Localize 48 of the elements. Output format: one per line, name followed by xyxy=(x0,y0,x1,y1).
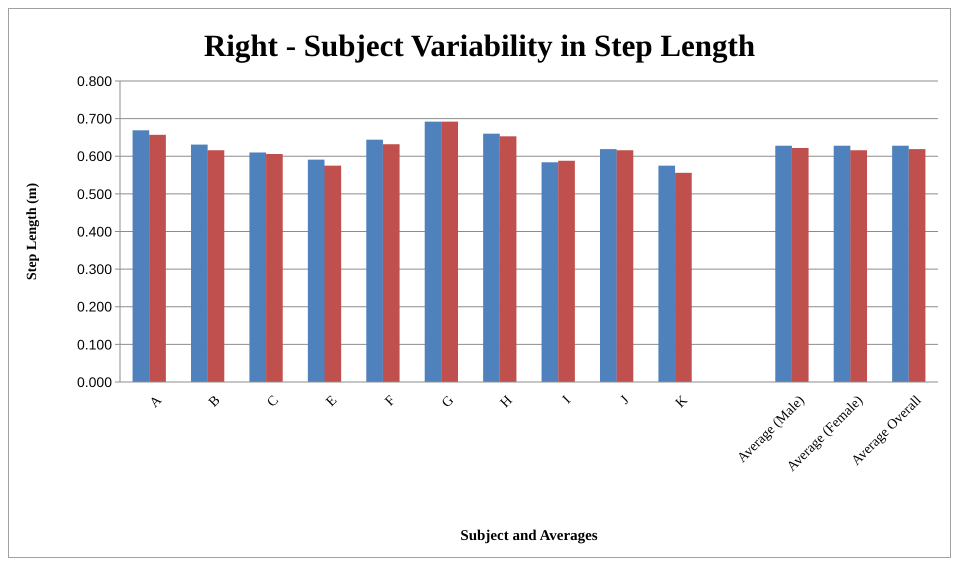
x-axis-title: Subject and Averages xyxy=(460,528,598,544)
bar xyxy=(600,149,617,382)
bar xyxy=(892,146,909,382)
x-tick-label: B xyxy=(206,393,224,410)
bar xyxy=(675,172,692,382)
y-tick-label: 0.400 xyxy=(76,223,112,240)
x-tick-label: I xyxy=(560,392,574,408)
bar xyxy=(542,162,558,382)
bar xyxy=(834,146,850,382)
y-axis-title: Step Length (m) xyxy=(25,182,40,280)
x-tick-label: F xyxy=(382,393,399,410)
bar xyxy=(792,148,809,382)
y-tick-label: 0.500 xyxy=(76,186,112,202)
bar xyxy=(558,160,575,382)
bar xyxy=(850,150,868,382)
bar xyxy=(324,166,342,382)
y-tick-label: 0.600 xyxy=(76,148,112,164)
y-tick-label: 0.800 xyxy=(76,72,112,89)
bar xyxy=(149,134,166,382)
y-tick-label: 0.000 xyxy=(76,374,112,390)
x-tick-label: H xyxy=(498,393,516,411)
bar xyxy=(908,149,926,382)
x-tick-label: K xyxy=(673,393,691,411)
y-tick-label: 0.700 xyxy=(76,110,112,127)
bar xyxy=(775,146,792,382)
bar xyxy=(190,144,208,382)
bar xyxy=(441,122,458,382)
x-tick-label: G xyxy=(439,393,458,411)
x-tick-label: J xyxy=(618,392,633,408)
y-tick-label: 0.300 xyxy=(76,261,112,278)
bar xyxy=(616,150,634,382)
x-tick-label: E xyxy=(324,393,340,410)
bar xyxy=(308,160,324,382)
bar xyxy=(658,166,676,382)
x-tick-label: C xyxy=(264,393,282,410)
bar xyxy=(208,150,224,382)
y-tick-label: 0.100 xyxy=(76,336,112,352)
bar xyxy=(249,152,266,382)
bar xyxy=(366,140,383,382)
bar xyxy=(382,144,400,382)
x-tick-label: A xyxy=(147,392,166,411)
bar xyxy=(483,134,500,382)
chart-title: Right - Subject Variability in Step Length xyxy=(204,28,756,63)
bar xyxy=(500,136,516,382)
bar xyxy=(132,130,150,382)
bar xyxy=(424,122,442,382)
y-tick-label: 0.200 xyxy=(76,298,112,315)
bar xyxy=(266,154,283,382)
